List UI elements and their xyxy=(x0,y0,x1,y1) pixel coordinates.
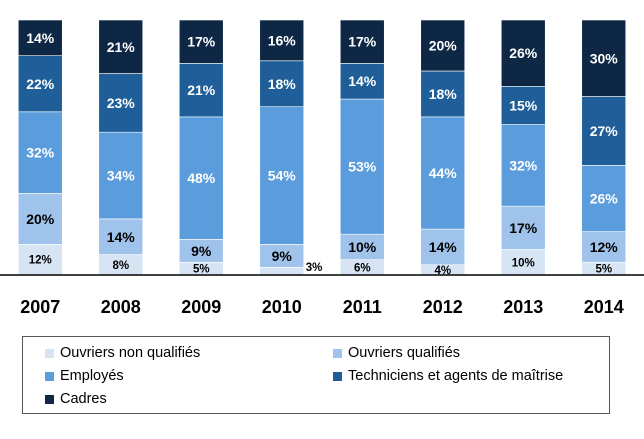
bar-segment-techniciens-2011 xyxy=(339,63,385,100)
data-label-techniciens-2009: 21% xyxy=(187,82,216,98)
data-label-employes-2009: 48% xyxy=(187,170,216,186)
bar-segment-cadres-2013 xyxy=(500,19,546,87)
data-label-ouvriers-non-qualifies-2014: 5% xyxy=(595,264,612,276)
legend-swatch xyxy=(333,371,342,381)
legend-swatch xyxy=(45,371,54,381)
x-tick-label-2011: 2011 xyxy=(343,297,382,317)
data-label-cadres-2007: 14% xyxy=(26,30,55,46)
bar-segment-employes-2012 xyxy=(420,116,466,230)
data-label-cadres-2009: 17% xyxy=(187,34,216,50)
data-label-ouvriers-non-qualifies-2007: 12% xyxy=(29,255,52,267)
data-label-ouvriers-qualifies-2014: 12% xyxy=(590,239,619,255)
legend-label: Employés xyxy=(60,368,124,384)
legend-swatch xyxy=(333,348,342,358)
bar-segment-employes-2008 xyxy=(98,131,144,220)
data-label-employes-2012: 44% xyxy=(429,165,458,181)
data-label-techniciens-2010: 18% xyxy=(268,76,297,92)
x-tick-label-2014: 2014 xyxy=(584,297,624,317)
chart-legend: Ouvriers non qualifiés Ouvriers qualifié… xyxy=(22,336,610,414)
data-label-techniciens-2012: 18% xyxy=(429,86,458,102)
data-label-ouvriers-non-qualifies-2010: 3% xyxy=(306,262,323,274)
legend-label: Ouvriers qualifiés xyxy=(348,345,461,361)
bar-segment-techniciens-2014 xyxy=(581,96,627,166)
bar-segment-employes-2011 xyxy=(339,98,385,235)
data-label-employes-2011: 53% xyxy=(348,159,377,175)
legend-label: Techniciens et agents de maîtrise xyxy=(348,368,564,384)
data-label-ouvriers-qualifies-2012: 14% xyxy=(429,239,458,255)
bars-group: 12% 20% 32% 22% 14% 8% 14% 34% 23% 21% 5% 9% 48% 21% 1… xyxy=(17,19,627,277)
bar-segment-ouvriers-non-qualifies-2010 xyxy=(259,267,305,276)
data-label-employes-2014: 26% xyxy=(590,191,619,207)
bar-segment-employes-2009 xyxy=(178,116,224,240)
legend-item-ouvriers-qualifies: Ouvriers qualifiés xyxy=(333,345,460,361)
bar-segment-techniciens-2010 xyxy=(259,60,305,108)
x-tick-label-2009: 2009 xyxy=(181,297,221,317)
bar-segment-employes-2013 xyxy=(500,124,546,207)
data-label-employes-2013: 32% xyxy=(509,157,538,173)
data-label-cadres-2011: 17% xyxy=(348,34,377,50)
data-label-techniciens-2013: 15% xyxy=(509,97,538,113)
data-label-ouvriers-non-qualifies-2013: 10% xyxy=(512,257,535,269)
bar-segment-ouvriers-qualifies-2008 xyxy=(98,218,144,255)
legend-item-cadres: Cadres xyxy=(45,391,107,407)
data-label-ouvriers-non-qualifies-2009: 5% xyxy=(193,264,210,276)
bar-segment-techniciens-2013 xyxy=(500,86,546,125)
data-label-cadres-2012: 20% xyxy=(429,38,458,54)
x-tick-labels: 2007 2008 2009 2010 2011 2012 2013 2014 xyxy=(20,297,624,317)
x-tick-label-2007: 2007 xyxy=(20,297,60,317)
data-label-employes-2010: 54% xyxy=(268,168,297,184)
bar-segment-techniciens-2008 xyxy=(98,73,144,133)
bar-segment-ouvriers-qualifies-2007 xyxy=(17,193,63,245)
stacked-bar-chart: 12% 20% 32% 22% 14% 8% 14% 34% 23% 21% 5% 9% 48% 21% 1… xyxy=(0,19,644,317)
legend-swatch xyxy=(45,348,54,358)
bar-segment-ouvriers-non-qualifies-2013 xyxy=(500,249,546,276)
data-label-techniciens-2011: 14% xyxy=(348,73,377,89)
data-label-cadres-2008: 21% xyxy=(107,39,136,55)
bar-segment-ouvriers-qualifies-2011 xyxy=(339,233,385,260)
legend-item-ouvriers-non-qualifies: Ouvriers non qualifiés xyxy=(45,345,200,361)
bar-segment-techniciens-2012 xyxy=(420,70,466,118)
x-tick-label-2010: 2010 xyxy=(262,297,302,317)
legend-label: Cadres xyxy=(60,391,107,407)
data-label-ouvriers-qualifies-2008: 14% xyxy=(107,229,136,245)
data-label-techniciens-2014: 27% xyxy=(590,123,619,139)
bar-segment-employes-2014 xyxy=(581,165,627,232)
data-label-ouvriers-qualifies-2010: 9% xyxy=(272,248,293,264)
bar-segment-ouvriers-qualifies-2014 xyxy=(581,231,627,263)
bar-segment-cadres-2012 xyxy=(420,19,466,72)
data-label-ouvriers-non-qualifies-2008: 8% xyxy=(112,260,129,272)
bar-segment-cadres-2008 xyxy=(98,19,144,74)
bar-segment-cadres-2007 xyxy=(17,19,63,57)
data-label-employes-2008: 34% xyxy=(107,168,136,184)
bar-segment-ouvriers-qualifies-2013 xyxy=(500,205,546,250)
data-label-techniciens-2008: 23% xyxy=(107,95,136,111)
legend-swatch xyxy=(45,394,54,404)
data-label-cadres-2010: 16% xyxy=(268,32,297,48)
data-label-techniciens-2007: 22% xyxy=(26,76,55,92)
data-label-ouvriers-qualifies-2013: 17% xyxy=(509,220,538,236)
legend-item-employes: Employés xyxy=(45,368,124,384)
legend-label: Ouvriers non qualifiés xyxy=(60,345,201,361)
bar-segment-employes-2010 xyxy=(259,106,305,245)
x-tick-label-2013: 2013 xyxy=(503,297,543,317)
data-label-cadres-2014: 30% xyxy=(590,50,619,66)
data-label-cadres-2013: 26% xyxy=(509,45,538,61)
bar-segment-cadres-2014 xyxy=(581,19,627,97)
x-tick-label-2008: 2008 xyxy=(101,297,141,317)
data-label-ouvriers-qualifies-2009: 9% xyxy=(191,243,212,259)
bar-segment-cadres-2009 xyxy=(178,19,224,64)
data-label-ouvriers-qualifies-2011: 10% xyxy=(348,239,377,255)
legend-item-techniciens: Techniciens et agents de maîtrise xyxy=(333,368,563,384)
bar-segment-techniciens-2007 xyxy=(17,55,63,113)
data-label-ouvriers-qualifies-2007: 20% xyxy=(26,211,55,227)
x-tick-label-2012: 2012 xyxy=(423,297,463,317)
data-label-ouvriers-non-qualifies-2012: 4% xyxy=(434,265,451,277)
data-label-ouvriers-non-qualifies-2011: 6% xyxy=(354,262,371,274)
bar-segment-cadres-2010 xyxy=(259,19,305,62)
bar-segment-cadres-2011 xyxy=(339,19,385,64)
data-label-employes-2007: 32% xyxy=(26,145,55,161)
bar-segment-ouvriers-non-qualifies-2007 xyxy=(17,244,63,276)
